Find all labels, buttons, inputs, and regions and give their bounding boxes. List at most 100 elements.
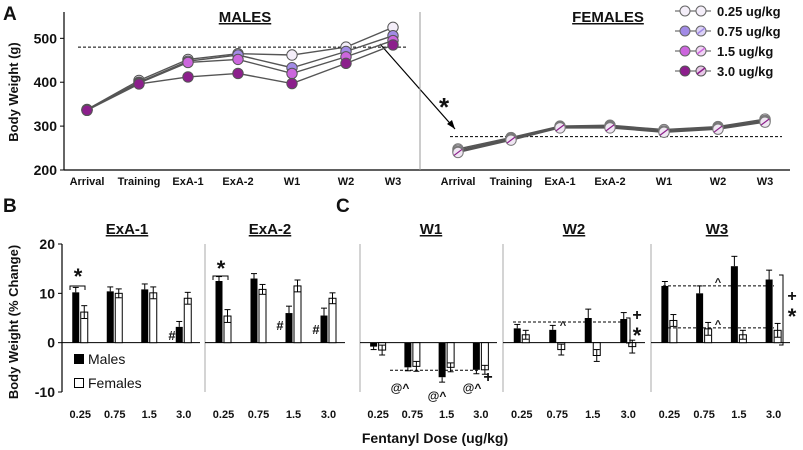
bar-males-w2 xyxy=(549,329,557,343)
panel-a-xtick-label: Training xyxy=(118,176,161,188)
data-point-hatch xyxy=(713,125,723,133)
data-point-hatch xyxy=(506,136,516,144)
bar-xtick-label: 1.5 xyxy=(439,409,454,421)
mark-exa2-hash-15: # xyxy=(276,318,284,333)
legend-males-label: Males xyxy=(88,351,125,367)
legend-label-025: 0.25 ug/kg xyxy=(717,4,781,19)
panel-a-xtick-label: ExA-1 xyxy=(544,176,575,188)
panel-a-xtick-label: W1 xyxy=(656,176,673,188)
mark-exa1-hash: # xyxy=(168,328,176,343)
bar-males-w3 xyxy=(661,285,669,343)
legend-item-15: 1.5 ug/kg xyxy=(675,44,773,59)
panel-a-xtick-label: ExA-1 xyxy=(172,176,203,188)
bar-males-w1 xyxy=(370,342,378,347)
mark-w1-15: @^ xyxy=(428,389,447,403)
mark-w3-caret-upper: ^ xyxy=(715,277,722,289)
bar-males-exa1 xyxy=(175,326,183,343)
legend-males-swatch xyxy=(74,354,84,364)
bar-xtick-label: 0.75 xyxy=(547,409,568,421)
bar-females-exa1 xyxy=(149,292,158,344)
data-point-hatch xyxy=(555,124,565,132)
legend-label-075: 0.75 ug/kg xyxy=(717,24,781,39)
line-legend: 0.25 ug/kg 0.75 ug/kg 1.5 ug/kg 3.0 ug/k… xyxy=(675,4,781,79)
data-point-male xyxy=(182,71,194,83)
bar-xtick-label: 0.75 xyxy=(248,409,269,421)
panel-a-xtick-label: Arrival xyxy=(70,176,105,188)
mark-w3-plus: + xyxy=(787,288,796,305)
mark-w2-caret: ^ xyxy=(560,320,567,332)
bar-males-exa2 xyxy=(285,313,293,343)
panel-b-ylabel: Body Weight (% Change) xyxy=(6,245,21,399)
bar-xtick-label: 3.0 xyxy=(621,409,636,421)
mark-w1-075: @^ xyxy=(391,381,410,395)
legend-label-15: 1.5 ug/kg xyxy=(717,44,773,59)
data-point-male xyxy=(286,77,298,90)
bar-xtick-label: 0.75 xyxy=(693,409,714,421)
panel-a-xtick-label: Arrival xyxy=(441,176,476,188)
mark-w3-caret-lower: ^ xyxy=(715,319,722,331)
data-point-male xyxy=(340,57,352,70)
bar-males-exa2 xyxy=(215,281,223,343)
data-point-male xyxy=(133,78,145,90)
bar-xtick-label: 0.25 xyxy=(70,409,91,421)
bracket-w2 xyxy=(626,317,631,344)
bracket-exa2 xyxy=(212,275,229,280)
panel-a-star: * xyxy=(439,92,450,122)
data-point-hatch xyxy=(659,128,669,136)
panel-a-ytick-label: 200 xyxy=(34,162,58,178)
panel-label-b: B xyxy=(3,196,17,217)
panel-label-c: C xyxy=(336,196,350,217)
bar-females-exa1 xyxy=(183,297,192,344)
data-point-male xyxy=(232,53,244,66)
bar-xtick-label: 3.0 xyxy=(321,409,336,421)
data-point-male xyxy=(81,104,93,117)
arrow-head xyxy=(447,120,455,129)
panel-a-xtick-label: W2 xyxy=(338,176,355,188)
bar-xtick-label: 0.25 xyxy=(511,409,532,421)
mark-w1-plus: + xyxy=(483,369,492,386)
mark-exa2-star: * xyxy=(217,256,226,281)
bar-xtick-label: 3.0 xyxy=(766,409,781,421)
legend-item-075: 0.75 ug/kg xyxy=(675,24,781,39)
x-axis-label: Fentanyl Dose (ug/kg) xyxy=(362,430,508,446)
mark-w1-30: @^ xyxy=(463,381,482,395)
panel-b-ytick-label: 0 xyxy=(47,335,55,351)
males-title: MALES xyxy=(219,9,272,26)
bar-males-w3 xyxy=(730,266,738,343)
bar-xtick-label: 3.0 xyxy=(473,409,488,421)
panel-a-xtick-label: W3 xyxy=(385,176,402,188)
bar-males-w1 xyxy=(404,342,412,368)
bar-males-exa2 xyxy=(320,315,328,343)
panel-a-xtick-label: ExA-2 xyxy=(594,176,625,188)
bar-xtick-label: 0.25 xyxy=(367,409,388,421)
bar-males-w1 xyxy=(438,342,446,378)
bar-males-exa2 xyxy=(250,278,258,343)
w3-title: W3 xyxy=(706,221,729,238)
bar-females-exa2 xyxy=(258,288,267,344)
bar-xtick-label: 3.0 xyxy=(176,409,191,421)
bar-males-w2 xyxy=(513,328,521,343)
panel-a-xtick-label: ExA-2 xyxy=(222,176,253,188)
bar-xtick-label: 1.5 xyxy=(731,409,746,421)
bar-xtick-label: 1.5 xyxy=(585,409,600,421)
bar-females-exa2 xyxy=(328,297,337,344)
panel-b-ytick-label: 10 xyxy=(39,285,55,301)
w2-title: W2 xyxy=(563,221,586,238)
panel-a-xtick-label: W2 xyxy=(710,176,727,188)
bar-males-w2 xyxy=(584,318,592,343)
data-point-male xyxy=(286,49,298,61)
panel-a-ytick-label: 400 xyxy=(34,74,58,90)
bar-males-exa1 xyxy=(141,289,149,343)
legend-females-swatch xyxy=(74,378,84,388)
bar-xtick-label: 0.75 xyxy=(402,409,423,421)
panel-b-ytick-label: -10 xyxy=(35,384,55,400)
mark-w2-star: * xyxy=(633,323,642,348)
data-point-hatch xyxy=(605,124,615,132)
data-point-male xyxy=(286,67,298,80)
panel-a-xtick-label: W3 xyxy=(757,176,774,188)
w1-title: W1 xyxy=(420,221,443,238)
bar-males-exa1 xyxy=(106,291,114,343)
panel-a-xtick-label: W1 xyxy=(284,176,301,188)
bar-xtick-label: 0.75 xyxy=(104,409,125,421)
bar-xtick-label: 1.5 xyxy=(286,409,301,421)
